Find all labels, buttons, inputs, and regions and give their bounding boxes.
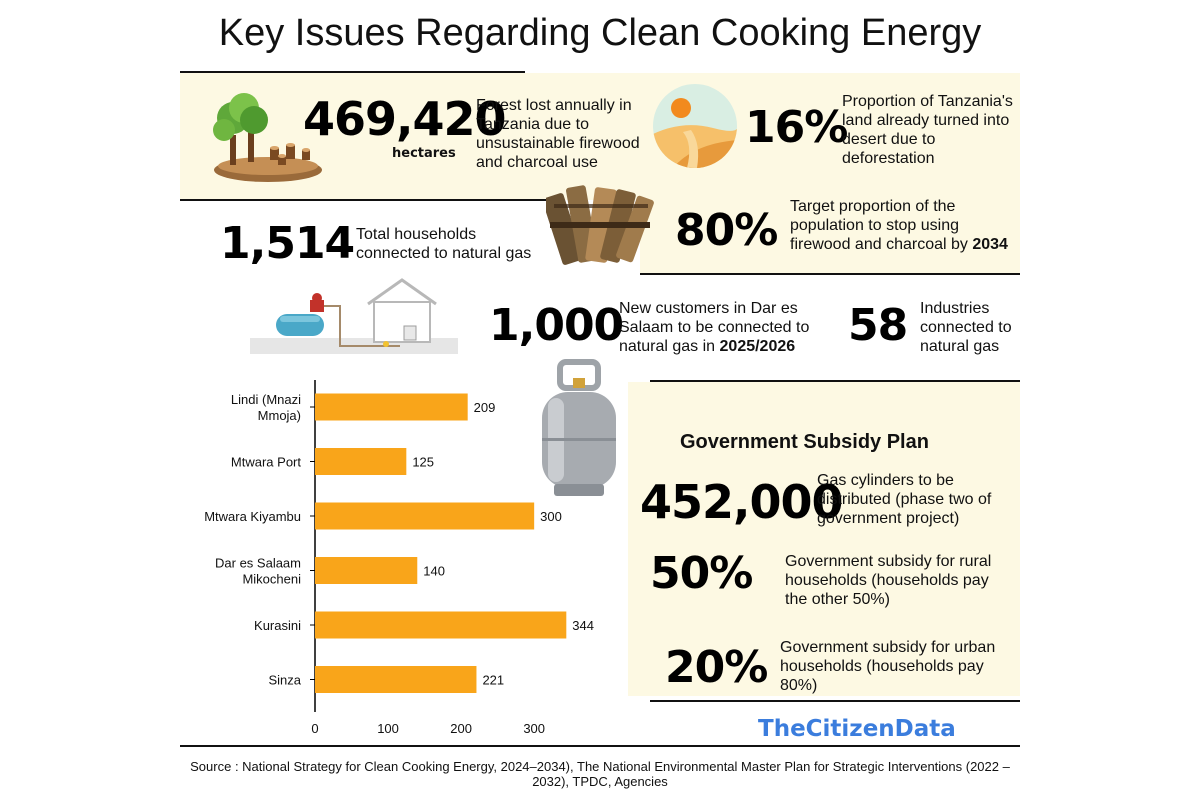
divider — [180, 745, 1020, 747]
industries-description: Industries connected to natural gas — [920, 300, 1012, 355]
bar — [315, 448, 407, 475]
data-label: 209 — [474, 400, 496, 415]
data-label: 140 — [423, 564, 445, 579]
category-label: Kurasini — [254, 618, 301, 633]
cylinders-description: Gas cylinders to be distributed (phase t… — [817, 472, 992, 527]
bar-chart: 209 Lindi (Mnazi Mmoja) 125 Mtwara Port 300 Mt… — [204, 380, 594, 736]
divider — [650, 700, 1020, 702]
deforested-trees-icon — [213, 93, 322, 182]
x-tick-label: 300 — [523, 721, 545, 736]
divider — [180, 71, 525, 73]
x-tick-label: 200 — [450, 721, 472, 736]
new-customers-text: New customers in Dar es Salaam to be con… — [619, 300, 810, 355]
page-title: Key Issues Regarding Clean Cooking Energ… — [218, 12, 982, 54]
subsidy-panel — [628, 382, 1020, 696]
desert-value: 16% — [745, 102, 848, 153]
category-label: Mtwara Kiyambu — [204, 509, 301, 524]
target-text: Target proportion of the population to s… — [790, 198, 968, 253]
new-customers-description: New customers in Dar es Salaam to be con… — [619, 299, 819, 356]
x-tick-label: 100 — [377, 721, 399, 736]
forest-description: Forest lost annually in Tanzania due to … — [476, 97, 640, 171]
divider — [640, 273, 1020, 275]
category-label: Dar es Salaam Mikocheni — [215, 556, 301, 587]
bar — [315, 666, 477, 693]
data-label: 344 — [572, 618, 594, 633]
desert-icon — [653, 84, 737, 168]
category-label: Sinza — [268, 673, 301, 688]
firewood-bundle-icon — [546, 185, 654, 265]
forest-value: 469,420 — [303, 92, 507, 146]
subsidy-heading: Government Subsidy Plan — [680, 431, 929, 453]
target-description: Target proportion of the population to s… — [790, 197, 1015, 254]
divider — [180, 199, 560, 201]
data-label: 221 — [482, 673, 504, 688]
data-label: 300 — [540, 509, 562, 524]
rural-subsidy-value: 50% — [650, 548, 753, 599]
category-label: Mtwara Port — [231, 455, 301, 470]
new-customers-year: 2025/2026 — [719, 338, 796, 355]
industries-value: 58 — [848, 300, 908, 351]
bar — [315, 557, 418, 584]
cylinders-value: 452,000 — [640, 475, 844, 529]
households-description: Total households connected to natural ga… — [356, 226, 532, 262]
bar — [315, 502, 535, 530]
data-label: 125 — [412, 455, 434, 470]
brand-logo: TheCitizenData — [758, 716, 956, 742]
rural-subsidy-description: Government subsidy for rural households … — [785, 553, 992, 608]
urban-subsidy-description: Government subsidy for urban households … — [780, 639, 996, 694]
divider — [650, 380, 1020, 382]
urban-subsidy-value: 20% — [665, 642, 768, 693]
desert-description: Proportion of Tanzania's land already tu… — [842, 93, 1013, 167]
bar — [315, 611, 567, 639]
gas-house-connection-icon — [250, 278, 458, 354]
gas-cylinder-icon — [542, 359, 616, 496]
x-tick-label: 0 — [311, 721, 318, 736]
source-note: Source : National Strategy for Clean Coo… — [190, 759, 1010, 789]
target-value: 80% — [675, 205, 778, 256]
category-label: Lindi (Mnazi Mmoja) — [231, 392, 301, 423]
forest-unit: hectares — [392, 146, 456, 161]
target-year: 2034 — [972, 236, 1008, 253]
bar — [315, 393, 468, 421]
households-value: 1,514 — [220, 218, 355, 269]
new-customers-value: 1,000 — [489, 300, 624, 351]
